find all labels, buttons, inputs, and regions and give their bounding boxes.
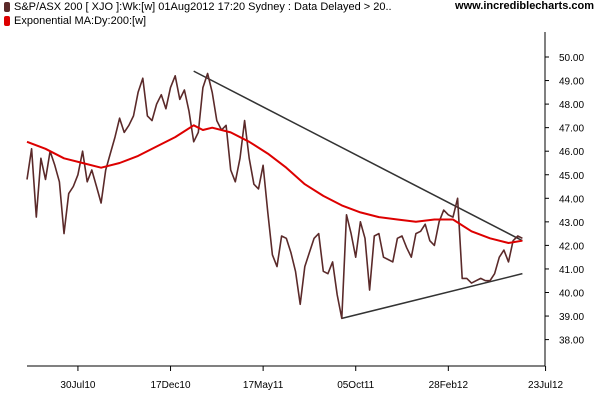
series-lines	[26, 72, 523, 320]
price-color-swatch	[4, 2, 10, 12]
y-tick-label: 41.00	[559, 265, 584, 276]
price-series-label: S&P/ASX 200 [ XJO ]:Wk:[w] 01Aug2012 17:…	[14, 1, 392, 13]
y-tick-label: 44.00	[559, 194, 584, 205]
y-tick-label: 42.00	[559, 241, 584, 252]
trendlines	[193, 70, 523, 320]
y-tick-label: 45.00	[559, 171, 584, 182]
y-tick-label: 47.00	[559, 124, 584, 135]
site-label: www.incrediblecharts.com	[455, 0, 594, 12]
y-tick-label: 38.00	[559, 336, 584, 347]
x-tick-label: 17Dec10	[151, 380, 191, 391]
x-tick-label: 28Feb12	[429, 380, 469, 391]
x-tick-label: 30Jul10	[60, 380, 95, 391]
y-tick-label: 43.00	[559, 218, 584, 229]
legend-price-series: S&P/ASX 200 [ XJO ]:Wk:[w] 01Aug2012 17:…	[4, 1, 392, 13]
y-tick-label: 40.00	[559, 289, 584, 300]
trendline-1	[193, 70, 523, 242]
y-tick-label: 48.00	[559, 100, 584, 111]
price-series-line	[26, 72, 523, 320]
legend-ma-series: Exponential MA:Dy:200:[w]	[4, 15, 146, 27]
ma-series-label: Exponential MA:Dy:200:[w]	[14, 15, 147, 27]
x-axis: 30Jul10 17Dec10 17May11 05Oct11 28Feb12 23Jul…	[60, 366, 564, 391]
y-tick-label: 50.00	[559, 53, 584, 64]
y-tick-label: 39.00	[559, 312, 584, 323]
ma-series-line	[26, 124, 523, 244]
y-tick-label: 46.00	[559, 147, 584, 158]
y-tick-label: 49.00	[559, 77, 584, 88]
ma-color-swatch	[4, 16, 10, 26]
x-tick-label: 05Oct11	[337, 380, 374, 391]
x-tick-label: 17May11	[243, 380, 284, 391]
y-axis: 38.00 39.00 40.00 41.00 42.00 43.00 44.00 45.00…	[545, 53, 584, 347]
x-tick-label: 23Jul12	[528, 380, 563, 391]
trendline-2	[341, 272, 523, 320]
